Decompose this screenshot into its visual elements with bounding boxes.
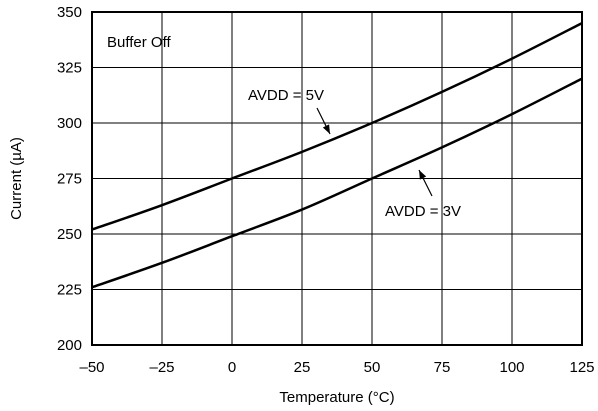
series-line-0 bbox=[91, 21, 583, 231]
x-tick-label: 100 bbox=[499, 359, 524, 376]
y-tick-label: 200 bbox=[57, 337, 82, 354]
series-layer bbox=[91, 21, 583, 289]
y-tick-label: 300 bbox=[57, 115, 82, 132]
x-tick-label: 50 bbox=[364, 359, 381, 376]
y-axis-label: Current (µA) bbox=[8, 137, 25, 220]
x-tick-label: –50 bbox=[79, 359, 104, 376]
x-tick-label: 125 bbox=[569, 359, 594, 376]
y-tick-label: 250 bbox=[57, 226, 82, 243]
pointer-avdd-3v bbox=[418, 169, 433, 197]
annotation-pointers bbox=[316, 107, 433, 197]
pointer-avdd-5v bbox=[316, 107, 331, 135]
plot-frame bbox=[91, 11, 583, 346]
y-tick-label: 275 bbox=[57, 171, 82, 188]
pointer-head bbox=[322, 124, 330, 134]
y-tick-label: 350 bbox=[57, 4, 82, 21]
annotation-avdd-3v: AVDD = 3V bbox=[385, 203, 461, 220]
x-tick-label: 75 bbox=[434, 359, 451, 376]
annotation-buffer-off: Buffer Off bbox=[107, 34, 171, 51]
x-tick-label: –25 bbox=[149, 359, 174, 376]
annotation-avdd-5v: AVDD = 5V bbox=[248, 87, 324, 104]
pointer-head bbox=[419, 170, 427, 180]
x-tick-label: 0 bbox=[228, 359, 236, 376]
grid bbox=[92, 12, 582, 345]
y-tick-label: 225 bbox=[57, 282, 82, 299]
tick-labels: –50 –25 0 25 50 75 100 125 200 225 250 275 300 325 350 bbox=[57, 4, 595, 376]
x-tick-label: 25 bbox=[294, 359, 311, 376]
series-line-1 bbox=[91, 77, 583, 289]
y-tick-label: 325 bbox=[57, 60, 82, 77]
x-axis-label: Temperature (°C) bbox=[279, 389, 394, 406]
